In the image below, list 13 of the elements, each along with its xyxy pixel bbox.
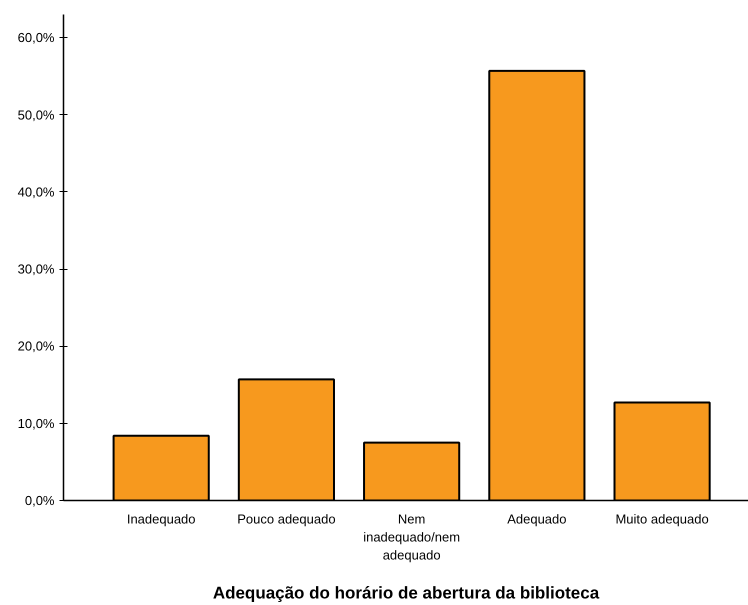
y-tick-label: 30,0% [18,262,55,277]
y-tick-label: 60,0% [18,30,55,46]
x-tick-label: Pouco adequado [237,512,336,526]
y-tick-label: 40,0% [18,184,55,200]
y-tick-label: 0,0% [24,493,55,508]
x-tick-label: Adequado [507,512,567,526]
x-axis-title: Adequação do horário de abertura da biblioteca [212,584,600,602]
x-tick-label: Nem inadequado/nem adequado [363,512,460,562]
y-tick-label: 50,0% [18,107,55,122]
y-tick-label: 10,0% [18,416,55,431]
x-tick-label: Muito adequado [615,512,709,526]
x-tick-label: Inadequado [126,512,196,526]
y-tick-label: 20,0% [18,338,55,354]
